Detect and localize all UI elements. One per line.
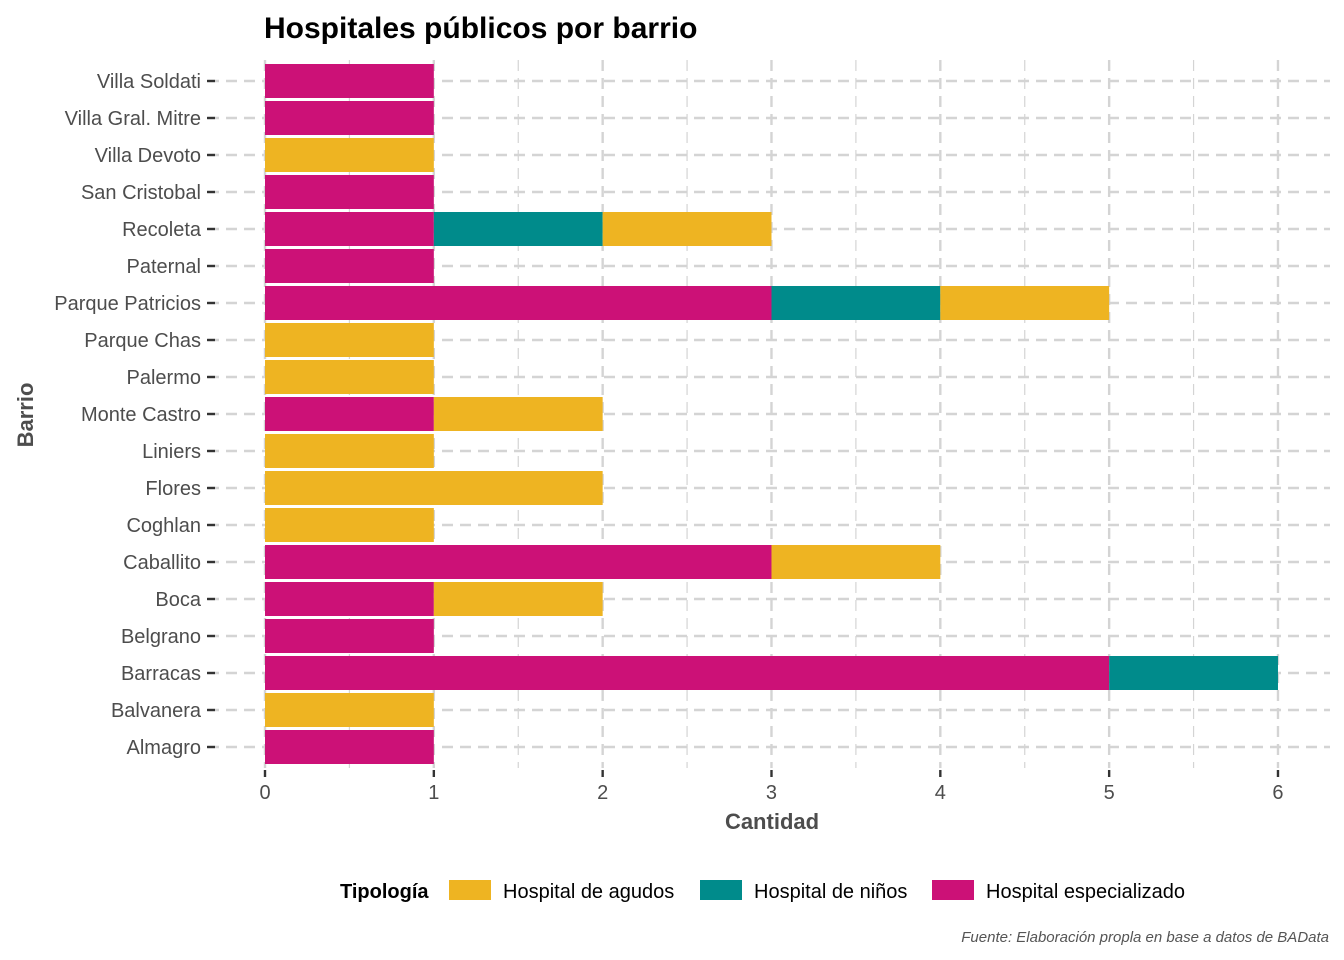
bar-hospital-especializado xyxy=(265,101,434,135)
bars xyxy=(265,64,1278,764)
bar-hospital-especializado xyxy=(265,286,772,320)
bar-hospital-de-agudos xyxy=(265,323,434,357)
x-axis: 0 1 2 3 4 5 6 xyxy=(259,770,1284,804)
bar-hospital-de-agudos xyxy=(602,212,772,246)
bar-hospital-especializado xyxy=(265,249,434,283)
chart-title: Hospitales públicos por barrio xyxy=(264,12,697,45)
y-tick-label: Palermo xyxy=(127,367,201,389)
legend-label-hospital-especializado: Hospital especializado xyxy=(986,881,1185,903)
legend-label-hospital-de-agudos: Hospital de agudos xyxy=(503,881,674,903)
bar-hospital-de-agudos xyxy=(433,582,603,616)
bar-hospital-especializado xyxy=(265,619,434,653)
legend-key-hospital-de-agudos xyxy=(449,880,491,900)
bar-hospital-especializado xyxy=(265,656,1110,690)
y-tick-label: Parque Patricios xyxy=(54,293,201,315)
y-tick-label: Flores xyxy=(145,478,201,500)
bar-hospital-especializado xyxy=(265,730,434,764)
x-tick-label: 5 xyxy=(1104,782,1115,804)
bar-hospital-especializado xyxy=(265,212,434,246)
y-tick-label: Villa Soldati xyxy=(97,71,201,93)
y-tick-label: Balvanera xyxy=(111,700,202,722)
bar-hospital-de-ni-os xyxy=(433,212,603,246)
bar-hospital-de-agudos xyxy=(265,508,434,542)
bar-hospital-de-agudos xyxy=(265,360,434,394)
y-axis-title: Barrio xyxy=(13,383,38,448)
bar-hospital-de-agudos xyxy=(265,693,434,727)
x-tick-label: 6 xyxy=(1272,782,1283,804)
bar-hospital-de-agudos xyxy=(771,545,941,579)
bar-hospital-de-agudos xyxy=(265,471,603,505)
bar-hospital-especializado xyxy=(265,397,434,431)
x-tick-label: 0 xyxy=(259,782,270,804)
legend: Tipología Hospital de agudos Hospital de … xyxy=(340,880,1185,903)
y-tick-label: Villa Devoto xyxy=(95,145,201,167)
y-tick-label: Boca xyxy=(155,589,201,611)
y-tick-label: Almagro xyxy=(127,737,201,759)
y-tick-label: Monte Castro xyxy=(81,404,201,426)
y-tick-label: Belgrano xyxy=(121,626,201,648)
x-tick-label: 1 xyxy=(428,782,439,804)
bar-hospital-de-agudos xyxy=(265,138,434,172)
x-tick-label: 3 xyxy=(766,782,777,804)
legend-label-hospital-de-ni-os: Hospital de niños xyxy=(754,881,907,903)
bar-hospital-de-agudos xyxy=(433,397,603,431)
bar-hospital-de-agudos xyxy=(940,286,1110,320)
bar-hospital-especializado xyxy=(265,545,772,579)
x-axis-title: Cantidad xyxy=(725,809,819,834)
y-tick-label: Paternal xyxy=(127,256,202,278)
y-tick-label: Parque Chas xyxy=(84,330,201,352)
legend-title: Tipología xyxy=(340,881,429,903)
bar-hospital-de-ni-os xyxy=(771,286,941,320)
bar-hospital-especializado xyxy=(265,175,434,209)
legend-key-hospital-de-ni-os xyxy=(700,880,742,900)
x-tick-label: 2 xyxy=(597,782,608,804)
y-tick-label: Caballito xyxy=(123,552,201,574)
bar-hospital-especializado xyxy=(265,64,434,98)
bar-hospital-de-ni-os xyxy=(1109,656,1278,690)
y-tick-label: Recoleta xyxy=(122,219,202,241)
y-tick-label: Barracas xyxy=(121,663,201,685)
legend-key-hospital-especializado xyxy=(932,880,974,900)
y-tick-label: Liniers xyxy=(142,441,201,463)
chart-caption: Fuente: Elaboración propla en base a dat… xyxy=(961,929,1329,946)
y-tick-label: Coghlan xyxy=(126,515,201,537)
y-tick-label: Villa Gral. Mitre xyxy=(65,108,201,130)
bar-hospital-especializado xyxy=(265,582,434,616)
bar-hospital-de-agudos xyxy=(265,434,434,468)
x-tick-label: 4 xyxy=(935,782,946,804)
y-tick-label: San Cristobal xyxy=(81,182,201,204)
y-axis: Villa Soldati Villa Gral. Mitre Villa Devo… xyxy=(54,71,215,759)
